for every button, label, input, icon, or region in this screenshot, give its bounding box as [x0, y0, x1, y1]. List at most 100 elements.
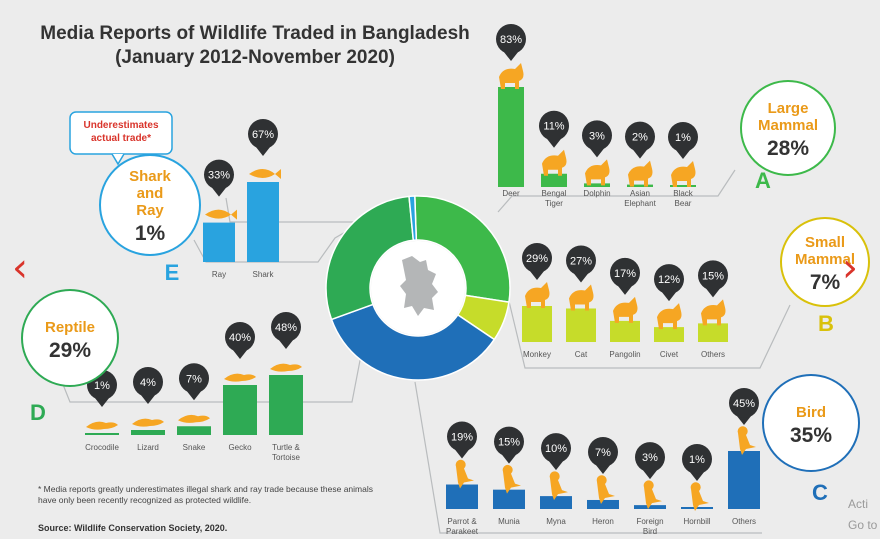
tick-label-ray: Ray [212, 270, 226, 279]
bar-bengal-tiger [541, 173, 567, 187]
data-label-foreign-bird: 3% [642, 452, 658, 464]
footnote-1: have only been recently recognized as pr… [38, 495, 251, 505]
tick-label-black-bear-1: Bear [675, 199, 692, 208]
bar-cat [566, 308, 596, 342]
category-circle-b [780, 217, 870, 307]
group-letter-d: D [30, 400, 46, 425]
value-pin-pangolin: 17% [610, 257, 640, 295]
data-label-pangolin: 17% [614, 268, 636, 280]
value-pin-lizard: 4% [133, 367, 163, 404]
bar-turtle-tortoise [269, 375, 303, 435]
callout-text: Underestimates [83, 120, 158, 131]
pin-head-cat [566, 245, 596, 276]
value-pin-bengal-tiger: 11% [539, 110, 569, 148]
category-pct-a: 28% [767, 137, 809, 160]
donut-slice-large-mammal [414, 195, 511, 303]
animal-snake-icon-body [178, 414, 210, 423]
value-pin-turtle-tortoise: 48% [271, 312, 301, 349]
connector-line-0 [497, 169, 736, 213]
animal-pangolin-icon-body [613, 296, 638, 323]
bar-foreign-bird [634, 505, 666, 509]
animal-black-bear-icon-body [671, 161, 696, 187]
data-label-turtle-tortoise: 48% [275, 322, 297, 334]
tick-label-others: Others [701, 350, 725, 359]
category-name-e-2: Ray [136, 202, 164, 219]
value-pin-black-bear: 1% [668, 122, 698, 159]
tick-label-cat: Cat [575, 350, 588, 359]
animal-black-bear-icon [671, 161, 696, 187]
data-label-gecko: 40% [229, 332, 251, 344]
pin-head-civet [654, 264, 684, 295]
animal-gecko-icon [224, 373, 256, 382]
bar-ray [203, 222, 235, 262]
tick-label-bengal-tiger-1: Tiger [545, 199, 563, 208]
category-circle-c [762, 374, 860, 472]
tick-label-snake: Snake [183, 443, 206, 452]
animal-shark-icon-body [249, 169, 281, 179]
animal-bengal-tiger-icon-body [542, 149, 567, 176]
data-label-shark: 67% [252, 129, 274, 141]
animal-deer-icon-body [499, 63, 524, 89]
animal-heron-icon-body [596, 475, 615, 504]
data-label-civet: 12% [658, 274, 680, 286]
animal-monkey-icon [525, 282, 550, 308]
tick-label-black-bear: Black [673, 189, 694, 198]
data-label-black-bear: 1% [675, 132, 691, 144]
tick-label-turtle-tortoise: Turtle & [272, 443, 300, 452]
tick-label-pangolin: Pangolin [609, 350, 640, 359]
connector-line-3 [61, 349, 363, 403]
category-name-a: Large [768, 100, 809, 117]
animal-others-icon-body [737, 426, 756, 455]
value-pin-others: 45% [729, 388, 759, 425]
tick-label-others: Others [732, 517, 756, 526]
animal-munia-icon [502, 464, 521, 494]
group-letter-e: E [165, 260, 180, 285]
next-arrow-icon[interactable]: › [842, 245, 858, 291]
bar-others [698, 323, 728, 342]
data-label-munia: 15% [498, 437, 520, 449]
value-pin-others: 15% [698, 260, 728, 298]
donut-slice-reptile [325, 195, 415, 321]
tick-label-munia: Munia [498, 517, 520, 526]
category-circle-e [99, 154, 201, 256]
category-name-d: Reptile [45, 319, 95, 336]
chart-title: Media Reports of Wildlife Traded in Bang… [20, 22, 490, 70]
title-line-1: Media Reports of Wildlife Traded in Bang… [40, 23, 470, 44]
animal-snake-icon [178, 414, 210, 423]
category-name-c: Bird [796, 404, 826, 421]
animal-myna-icon [549, 471, 568, 501]
tick-label-deer: Deer [502, 189, 520, 198]
tick-label-lizard: Lizard [137, 443, 159, 452]
callout-tail [111, 153, 125, 166]
tick-label-shark: Shark [253, 270, 275, 279]
source-note: Source: Wildlife Conservation Society, 2… [38, 523, 227, 533]
pin-head-parrot-parakeet [447, 421, 477, 452]
animal-turtle-tortoise-icon-body [270, 363, 302, 372]
data-label-heron: 7% [595, 447, 611, 459]
tick-label-myna: Myna [546, 517, 566, 526]
prev-arrow-icon[interactable]: ‹ [12, 245, 28, 291]
group-letter-a: A [755, 168, 771, 193]
pin-head-bengal-tiger [539, 110, 569, 141]
value-pin-myna: 10% [541, 433, 571, 471]
animal-cat-icon-body [569, 284, 594, 311]
value-pin-dolphin: 3% [582, 120, 612, 158]
animal-hornbill-icon [690, 482, 709, 511]
value-pin-asian-elephant: 2% [625, 121, 655, 159]
value-pin-gecko: 40% [225, 322, 255, 359]
category-name-a-1: Mammal [758, 117, 818, 134]
data-label-bengal-tiger: 11% [543, 121, 564, 133]
animal-civet-icon [657, 303, 682, 330]
tick-label-bengal-tiger: Bengal [542, 189, 567, 198]
data-label-hornbill: 1% [689, 454, 705, 466]
bar-gecko [223, 385, 257, 435]
pin-head-gecko [225, 322, 255, 352]
bar-munia [493, 489, 525, 509]
value-pin-monkey: 29% [522, 243, 552, 280]
tick-label-foreign-bird: Foreign [636, 517, 663, 526]
animal-lizard-icon-body [132, 418, 164, 427]
value-pin-civet: 12% [654, 264, 684, 302]
bar-parrot-parakeet [446, 484, 478, 509]
pin-head-dolphin [582, 120, 612, 151]
bangladesh-map-icon [400, 256, 438, 316]
